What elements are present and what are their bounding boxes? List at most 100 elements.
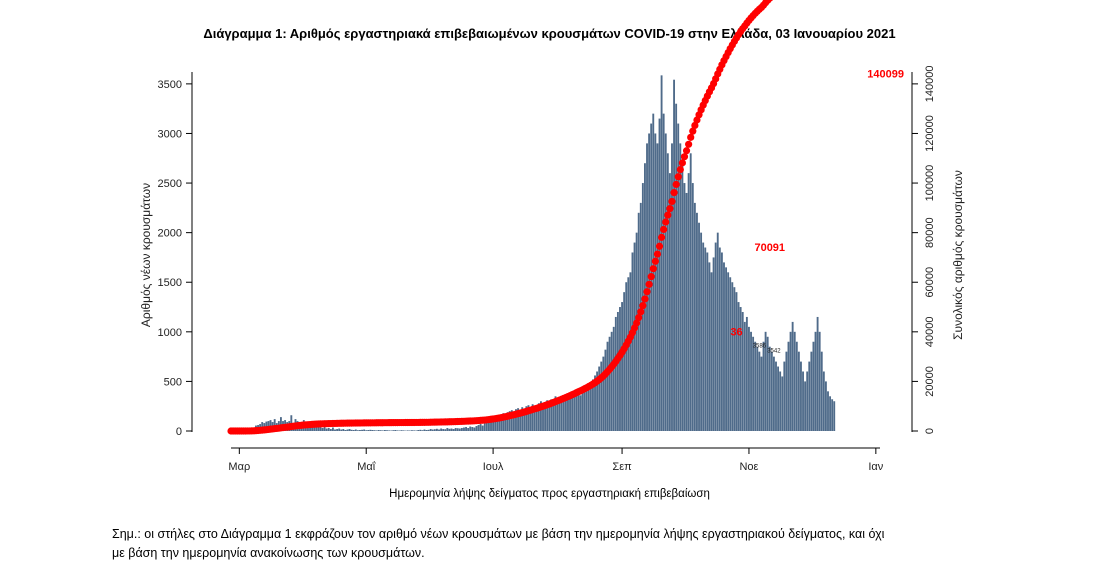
cumulative-annotation: 140099 — [867, 69, 904, 81]
cumulative-annotation: 70091 — [754, 242, 785, 254]
daily-bars — [234, 75, 836, 432]
bar — [502, 413, 505, 431]
bar — [675, 103, 678, 432]
bar — [619, 307, 621, 431]
bar — [787, 341, 790, 431]
bar — [764, 331, 767, 431]
bar — [471, 427, 474, 431]
bar — [602, 356, 605, 431]
bar — [625, 282, 628, 431]
bar — [579, 395, 582, 431]
bar — [668, 173, 671, 431]
cumulative-point — [687, 133, 695, 141]
bar — [693, 202, 696, 431]
y-tick-label: 1500 — [158, 277, 182, 289]
bar — [375, 430, 378, 431]
cumulative-point — [766, 0, 773, 2]
y-tick-label: 2000 — [158, 228, 182, 240]
bar — [569, 396, 571, 431]
bar — [479, 424, 482, 431]
bar — [623, 292, 626, 431]
bar — [820, 351, 823, 431]
bar — [444, 429, 447, 431]
bar — [696, 212, 698, 431]
bar — [700, 232, 703, 431]
bar — [425, 430, 428, 431]
bar — [560, 397, 563, 431]
left-y-ticks: 0 500 1000 1500 2000 2500 3000 3500 — [158, 79, 192, 438]
cumulative-point — [691, 121, 699, 130]
bar — [392, 430, 395, 431]
bar — [564, 399, 567, 431]
bar — [770, 351, 773, 431]
cumulative-point — [633, 319, 641, 327]
y-axis-label: Αριθμός νέων κρουσμάτων — [139, 183, 153, 327]
bar — [731, 282, 734, 431]
cumulative-point — [653, 250, 662, 258]
cumulative-point — [689, 127, 697, 135]
bar — [829, 396, 832, 431]
bar — [712, 257, 715, 431]
bar — [673, 79, 675, 432]
cumulative-point — [685, 140, 693, 148]
bar — [411, 430, 413, 431]
bar — [469, 426, 472, 431]
bar — [687, 173, 690, 431]
bar — [315, 425, 318, 431]
bar — [373, 430, 376, 431]
bar — [442, 429, 445, 431]
bar — [679, 143, 682, 431]
bar — [346, 429, 349, 431]
bar — [795, 341, 798, 431]
bar — [477, 425, 480, 431]
cumulative-point — [672, 180, 680, 189]
bar — [371, 430, 374, 431]
cumulative-point — [645, 280, 653, 288]
bar — [612, 326, 615, 431]
bar — [354, 429, 357, 431]
bar — [396, 430, 399, 431]
y-tick-label: 500 — [164, 376, 182, 388]
bar — [660, 75, 663, 431]
bar — [629, 272, 632, 431]
bar — [446, 428, 449, 431]
bar — [797, 351, 800, 431]
bar — [279, 417, 282, 431]
cumulative-point — [668, 197, 676, 206]
bar — [529, 408, 532, 431]
bar — [496, 416, 499, 431]
bar — [440, 428, 443, 431]
bar — [342, 429, 345, 431]
bar — [321, 428, 324, 431]
bar — [789, 331, 792, 431]
bar — [806, 371, 809, 431]
bar — [390, 430, 393, 431]
bar — [814, 331, 817, 431]
bar — [785, 351, 788, 431]
bar — [454, 428, 457, 431]
bar — [325, 428, 328, 431]
bar — [698, 222, 700, 431]
bar — [515, 409, 517, 431]
bar — [460, 428, 463, 431]
bar — [400, 430, 403, 431]
y-tick-label: 3500 — [158, 79, 182, 91]
bar — [436, 428, 438, 431]
bar — [319, 427, 322, 431]
bar — [689, 153, 692, 432]
bar — [702, 242, 705, 431]
bar — [783, 361, 786, 431]
bar — [494, 418, 497, 431]
cumulative-point — [682, 147, 691, 155]
bar — [562, 395, 565, 431]
cumulative-point — [660, 225, 668, 234]
bar — [681, 163, 684, 431]
y2-tick-label: 20000 — [924, 366, 936, 397]
cumulative-point — [664, 211, 672, 219]
bar — [575, 389, 578, 431]
bar — [633, 242, 636, 431]
x-ticks: Μαρ Μαΐ Ιουλ Σεπ Νοε Ιαν — [228, 448, 884, 473]
bar — [577, 392, 580, 431]
